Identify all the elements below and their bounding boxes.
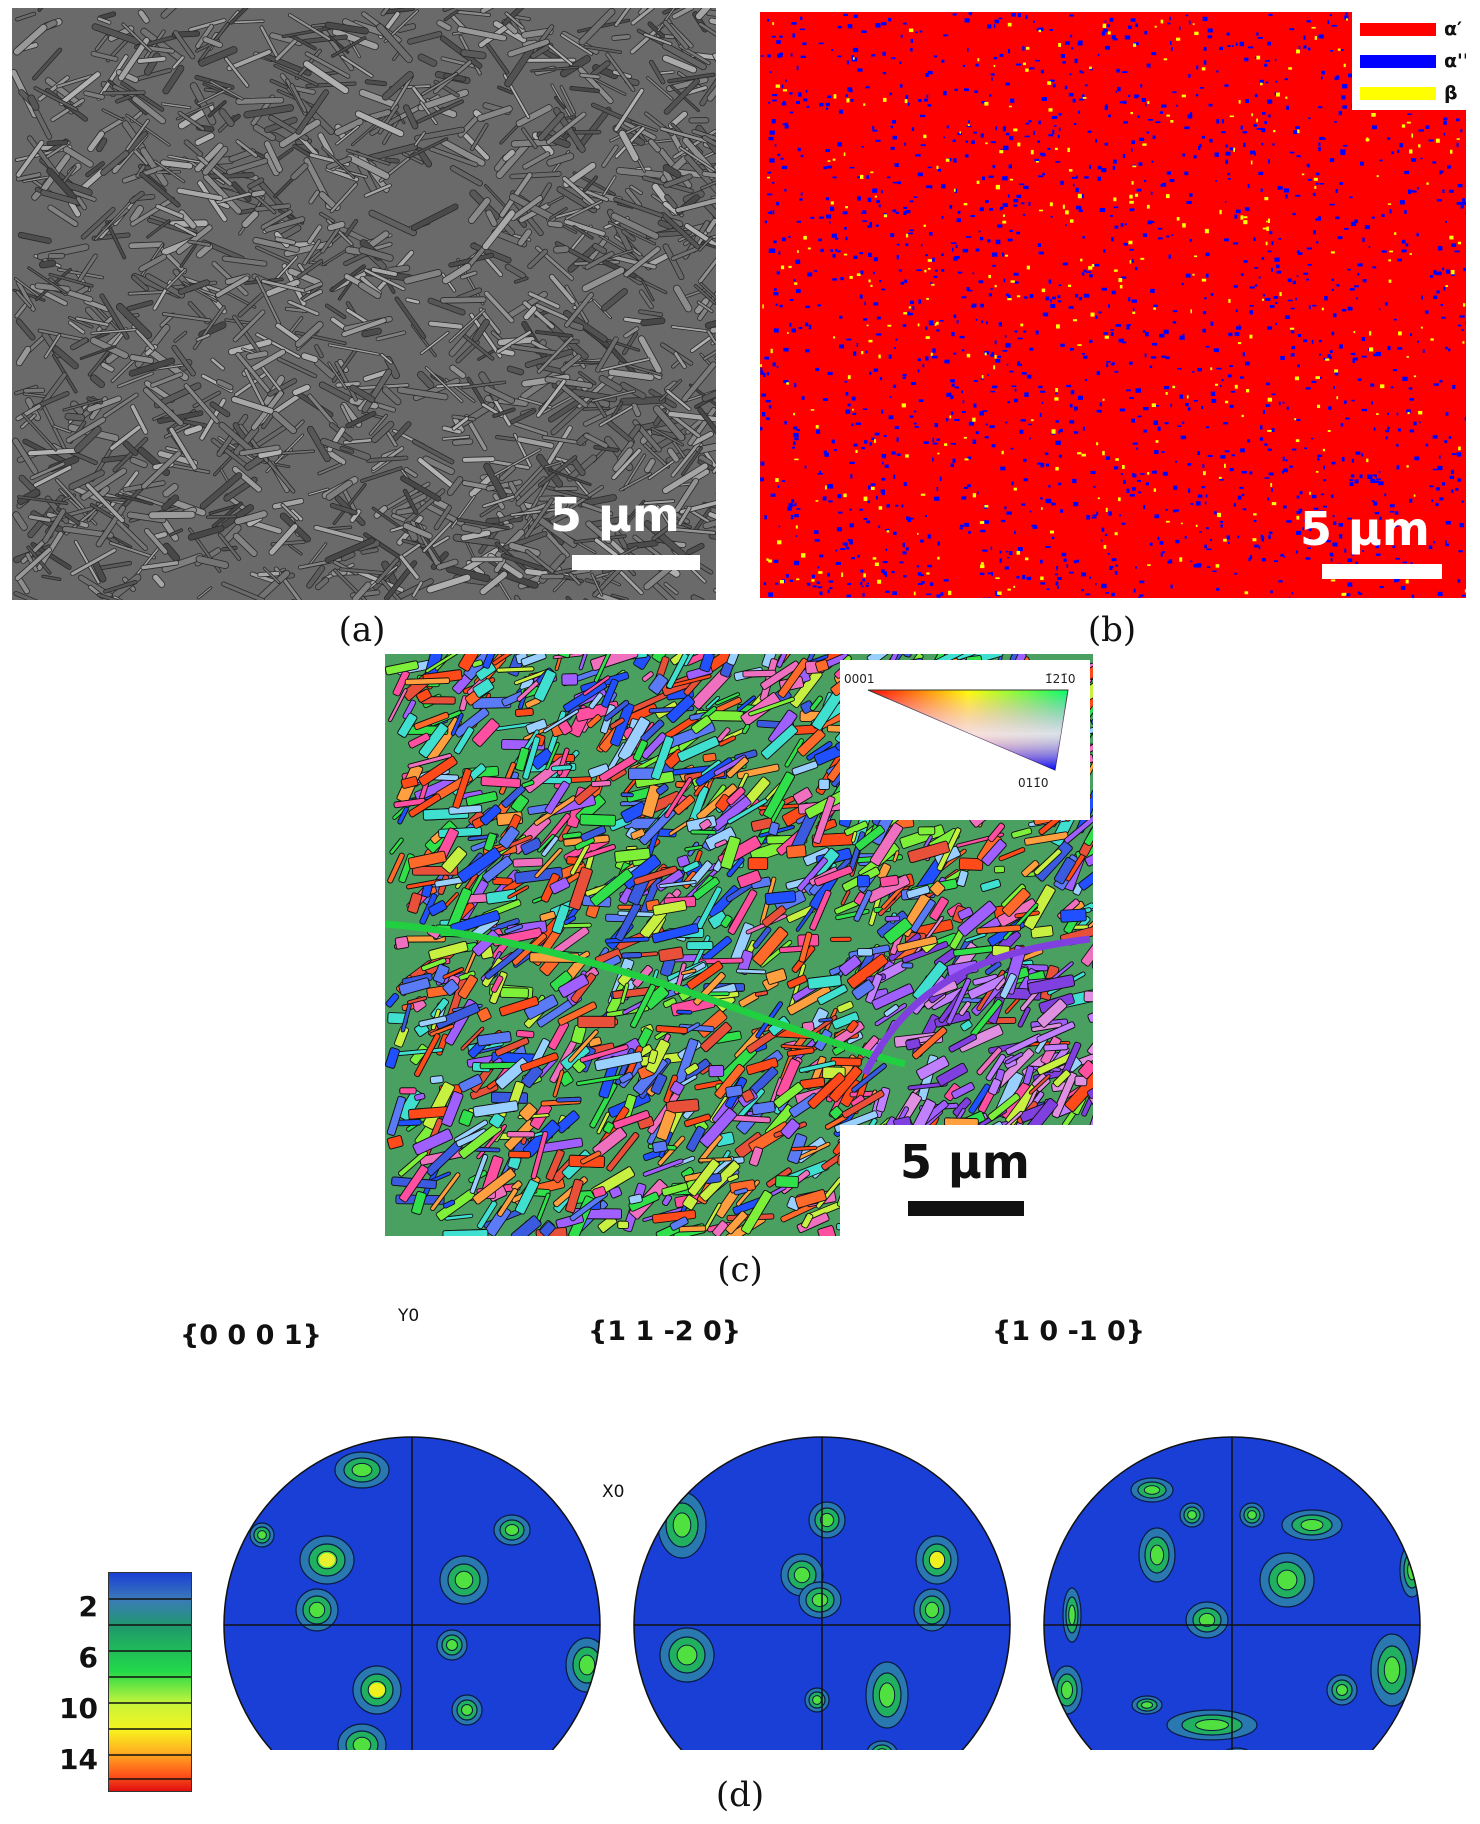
legend-swatch-yellow	[1360, 86, 1436, 100]
phase-legend: α′ α'' β	[1352, 12, 1466, 110]
legend-label: α′	[1444, 18, 1463, 40]
ipf-label-1210: 1̄21̄0	[1045, 672, 1076, 686]
panel-a-scale-label: 5 μm	[550, 488, 680, 542]
pole-figures	[0, 1330, 1480, 1750]
panel-b-phase-map: α′ α'' β 5 μm	[760, 12, 1466, 598]
panel-b-caption: (b)	[1087, 610, 1137, 650]
panel-c-scale-label: 5 μm	[900, 1135, 1030, 1189]
ipf-label-0110: 011̄0	[1018, 776, 1049, 790]
panel-a-caption: (a)	[338, 610, 386, 650]
colorbar-gradient	[109, 1573, 191, 1791]
panel-d-caption: (d)	[715, 1775, 765, 1815]
colorbar-tick-14: 14	[59, 1743, 98, 1776]
phase-map	[760, 12, 1466, 598]
pf-axis-x0: X0	[602, 1482, 625, 1502]
pf-colorbar	[108, 1572, 192, 1792]
legend-swatch-red	[1360, 22, 1436, 36]
legend-item-alpha-double-prime: α''	[1360, 48, 1466, 74]
panel-c-caption: (c)	[717, 1250, 763, 1290]
legend-item-alpha-prime: α′	[1360, 16, 1462, 42]
legend-item-beta: β	[1360, 80, 1458, 106]
legend-swatch-blue	[1360, 54, 1436, 68]
colorbar-tick-2: 2	[78, 1590, 98, 1623]
pf-title-11-20: {1 1 -2 0}	[588, 1316, 741, 1347]
ipf-triangle	[867, 689, 1069, 771]
sem-micrograph	[12, 8, 716, 600]
ipf-color-key: 0001 1̄21̄0 011̄0	[840, 660, 1090, 820]
panel-c-scale-bar	[908, 1201, 1024, 1216]
pf-title-0001: {0 0 0 1}	[180, 1320, 322, 1351]
pole-figure-plots	[223, 1436, 1421, 1750]
panel-a-sem-image: 5 μm	[12, 8, 716, 600]
legend-label: α''	[1444, 50, 1466, 72]
panel-b-scale-bar	[1322, 564, 1442, 579]
colorbar-tick-10: 10	[59, 1692, 98, 1725]
legend-label: β	[1444, 82, 1458, 104]
panel-a-scale-bar	[572, 555, 700, 570]
pf-title-10-10: {1 0 -1 0}	[992, 1316, 1145, 1347]
ipf-mask	[840, 1125, 1100, 1245]
pf-axis-y0: Y0	[398, 1306, 420, 1326]
colorbar-tick-6: 6	[78, 1641, 98, 1674]
panel-b-scale-label: 5 μm	[1300, 502, 1430, 556]
ipf-label-0001: 0001	[844, 672, 875, 686]
